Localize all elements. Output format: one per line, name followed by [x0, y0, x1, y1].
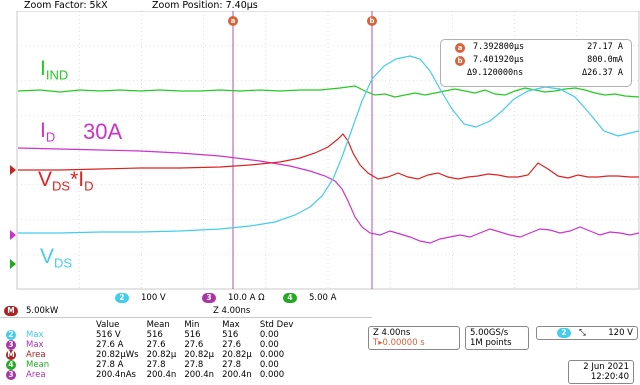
- trace-i-ind: [17, 85, 640, 98]
- record-length: 1M points: [470, 338, 512, 348]
- measurements-header: Value Mean Min Max Std Dev: [96, 320, 294, 330]
- label-i-d: ID: [40, 119, 56, 145]
- measurement-min: 27.6: [184, 340, 204, 350]
- readout-b-value: 800.0mA: [587, 55, 623, 65]
- label-i-d-scale: 30A: [83, 119, 123, 144]
- trace-vds: [18, 55, 640, 234]
- readout-delta-value: Δ26.37 A: [582, 68, 623, 78]
- measurement-min: 200.4n: [184, 370, 215, 380]
- ch3-scale-chip[interactable]: 3 10.0 A Ω: [202, 292, 282, 304]
- waveform-display[interactable]: a b IIND ID 30A VDS*ID VDS a 7.392800µs …: [0, 11, 640, 290]
- ch2-scale: 100 V: [141, 293, 166, 303]
- trigger-box[interactable]: 2 ⤡ 120 V: [536, 326, 638, 340]
- measurement-max: 20.82µ: [222, 350, 252, 360]
- ref-marker-green[interactable]: [10, 259, 16, 269]
- ch2-badge: 2: [115, 293, 129, 303]
- label-i-ind: IIND: [40, 57, 69, 83]
- ref-marker-red[interactable]: [10, 165, 16, 175]
- measurement-value: 516 V: [96, 330, 121, 340]
- acquisition-box[interactable]: 5.00GS/s 1M points: [465, 326, 529, 350]
- measurement-max: 516: [222, 330, 239, 340]
- measurement-max: 200.4n: [222, 370, 252, 380]
- date: 2 Jun 2021: [583, 362, 629, 372]
- ch3-scale: 10.0 A Ω: [228, 293, 265, 303]
- time: 12:20:40: [590, 372, 629, 382]
- measurement-row[interactable]: 4 Mean 27.8 A 27.8 27.8 27.8 0.00: [6, 360, 301, 370]
- ref-marker-magenta[interactable]: [10, 230, 16, 240]
- measurement-mean: 516: [146, 330, 163, 340]
- measurement-name: Mean: [26, 360, 50, 370]
- measurement-std: 0.000: [259, 370, 285, 380]
- measurement-name: Area: [26, 350, 46, 360]
- control-panel: 2 100 V 3 10.0 A Ω 4 5.00 A M 5.00kW Z 4…: [0, 290, 640, 385]
- measurement-max: 27.8: [222, 360, 242, 370]
- measurement-mean: 20.82µ: [146, 350, 177, 360]
- measurement-value: 27.8 A: [96, 360, 124, 370]
- readout-a-value: 27.17 A: [587, 42, 623, 52]
- measurement-channel-badge: 4: [6, 360, 16, 370]
- timebase-box[interactable]: Z 4.00ns T▸0.00000 s: [368, 326, 460, 350]
- date-box: 2 Jun 2021 12:20:40: [568, 360, 634, 384]
- measurement-value: 27.6 A: [96, 340, 124, 350]
- label-vds-id: VDS*ID: [38, 168, 94, 194]
- measurement-min: 20.82µ: [184, 350, 215, 360]
- cursor-readout: a 7.392800µs 27.17 A b 7.401920µs 800.0m…: [440, 39, 632, 87]
- readout-a-time: 7.392800µs: [473, 42, 525, 52]
- ch2-scale-chip[interactable]: 2 100 V: [115, 292, 195, 304]
- trigger-slope: ⤡: [579, 328, 586, 338]
- zoom-info-bar: Zoom Factor: 5kX Zoom Position: 7.40µs: [0, 0, 640, 11]
- math-delay: Z 4.00ns: [213, 306, 251, 316]
- math-scale: 5.00kW: [26, 306, 59, 316]
- measurement-value: 200.4nAs: [96, 370, 136, 380]
- readout-b-time: 7.401920µs: [473, 55, 525, 65]
- measurement-mean: 27.8: [146, 360, 166, 370]
- measurement-std: 0.00: [259, 360, 279, 370]
- trigger-position: T▸0.00000 s: [373, 338, 425, 348]
- measurement-row[interactable]: 2 Max 516 V 516 516 516 0.00: [6, 330, 301, 340]
- trigger-ch-badge: 2: [557, 328, 571, 338]
- trigger-level: 120 V: [608, 328, 633, 338]
- zoom-position: Zoom Position: 7.40µs: [152, 0, 258, 11]
- measurement-std: 0.00: [259, 330, 279, 340]
- zoom-factor: Zoom Factor: 5kX: [24, 0, 108, 11]
- measurement-name: Max: [26, 330, 44, 340]
- measurement-channel-badge: 2: [6, 330, 16, 340]
- cursor-b-badge[interactable]: b: [367, 16, 377, 26]
- measurement-name: Area: [26, 370, 46, 380]
- readout-delta-time: Δ9.120000ns: [467, 68, 524, 78]
- measurement-min: 27.8: [184, 360, 204, 370]
- measurement-value: 20.82µWs: [96, 350, 139, 360]
- readout-b-badge: b: [455, 56, 465, 66]
- measurement-std: 0.00: [259, 340, 279, 350]
- measurement-mean: 27.6: [146, 340, 166, 350]
- ch4-badge: 4: [283, 293, 297, 303]
- measurement-channel-badge: 3: [6, 340, 16, 350]
- math-badge: M: [4, 306, 18, 316]
- trace-i-d: [17, 147, 640, 244]
- trace-vds-id: [18, 133, 639, 180]
- ch4-scale-chip[interactable]: 4 5.00 A: [283, 292, 363, 304]
- measurement-channel-badge: 3: [6, 370, 16, 380]
- measurement-channel-badge: M: [6, 350, 16, 360]
- sample-rate: 5.00GS/s: [470, 328, 509, 338]
- ch4-scale: 5.00 A: [309, 293, 337, 303]
- measurement-min: 516: [184, 330, 201, 340]
- measurement-row[interactable]: M Area 20.82µWs 20.82µ 20.82µ 20.82µ 0.000: [6, 350, 301, 360]
- label-vds: VDS: [40, 245, 73, 271]
- measurement-mean: 200.4n: [146, 370, 177, 380]
- cursor-a-badge[interactable]: a: [228, 16, 238, 26]
- measurement-row[interactable]: 3 Max 27.6 A 27.6 27.6 27.6 0.00: [6, 340, 301, 350]
- panel-divider: [0, 317, 372, 318]
- measurement-std: 0.000: [259, 350, 285, 360]
- measurement-row[interactable]: 3 Area 200.4nAs 200.4n 200.4n 200.4n 0.000: [6, 370, 301, 380]
- math-scale-chip[interactable]: M 5.00kW: [4, 305, 84, 317]
- zoom-timebase: Z 4.00ns: [373, 328, 411, 338]
- measurement-max: 27.6: [222, 340, 242, 350]
- measurements-table: Value Mean Min Max Std Dev 2 Max 516 V 516 5…: [6, 320, 301, 380]
- measurement-name: Max: [26, 340, 44, 350]
- ch3-badge: 3: [202, 293, 216, 303]
- readout-a-badge: a: [455, 43, 465, 53]
